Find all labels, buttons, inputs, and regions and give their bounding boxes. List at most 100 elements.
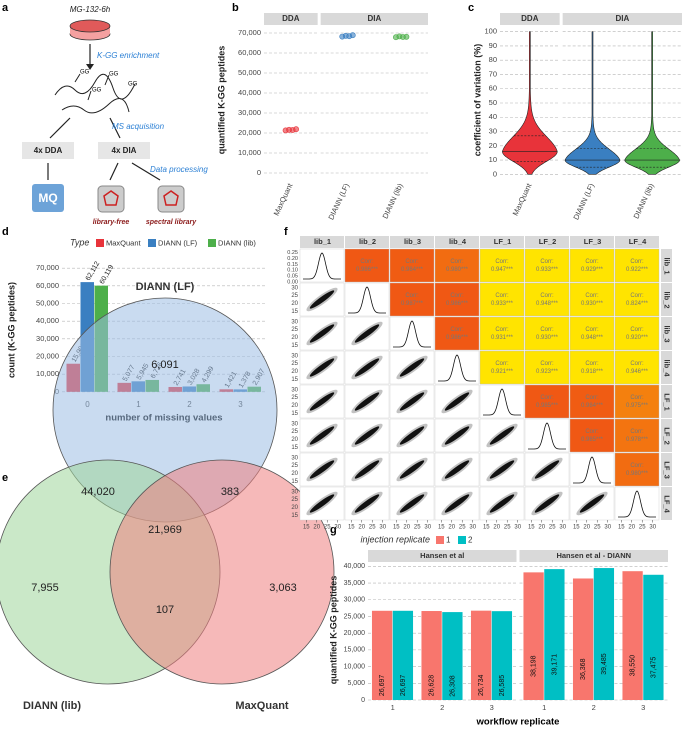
corr-label: 0.978*** [626, 437, 649, 443]
density-curve [528, 422, 566, 450]
y-tick-label: 0.05 [287, 274, 298, 280]
y-tick-label: 25 [291, 293, 298, 299]
x-tick-label: 20 [538, 525, 545, 531]
value-label: 39,171 [551, 654, 558, 676]
panel-label: e [2, 472, 8, 484]
corr-label: 0.930*** [581, 301, 604, 307]
facet-label: DIA [615, 14, 629, 23]
panel-bg [434, 350, 480, 385]
x-tick-label: 20 [493, 525, 500, 531]
x-tick-label: 25 [369, 525, 376, 531]
x-tick-label: 15 [573, 525, 580, 531]
scatter-cloud [489, 426, 515, 445]
scatter-cloud [354, 494, 380, 513]
scatter-cloud [309, 324, 335, 343]
venn-set-label: DIANN (lib) [23, 700, 81, 712]
corr-label: 0.984*** [401, 267, 424, 273]
corr-title: Corr: [585, 259, 599, 265]
legend-label: MaxQuant [106, 238, 142, 247]
y-tick-label: 50,000 [36, 298, 59, 307]
value-label: 26,628 [429, 675, 436, 697]
column-label: LF_3 [584, 237, 602, 246]
scatter-cloud [309, 358, 335, 377]
corr-cell [524, 384, 570, 419]
corr-cell [479, 282, 525, 317]
scatter-cloud [399, 426, 425, 445]
arrow [109, 117, 121, 139]
enrichment-label: K-GG enrichment [97, 51, 160, 60]
y-tick-label: 25 [291, 327, 298, 333]
density-curve [438, 354, 476, 382]
corr-label: 0.987*** [401, 301, 424, 307]
value-label: 26,585 [499, 675, 506, 697]
y-tick-label: 10,000 [238, 148, 261, 157]
y-tick-label: 10,000 [36, 369, 59, 378]
column-label: LF_1 [494, 237, 512, 246]
panel-bg [344, 282, 390, 317]
scatter-cloud [309, 290, 335, 309]
bar [622, 571, 643, 700]
y-tick-label: 25,000 [344, 613, 366, 620]
corr-cell [524, 282, 570, 317]
x-tick-label: 15 [348, 525, 355, 531]
panel-bg [614, 486, 660, 521]
dish-top [69, 19, 111, 33]
x-tick-label: 20 [313, 525, 320, 531]
venn-region-label: 383 [221, 486, 239, 498]
corr-title: Corr: [495, 259, 509, 265]
row-strip [661, 419, 672, 452]
value-label: 26,308 [449, 675, 456, 697]
gg-tag: GG [128, 82, 138, 88]
venn-region-label: 6,091 [151, 359, 179, 371]
corr-label: 0.948*** [536, 301, 559, 307]
y-tick-label: 80 [489, 55, 497, 64]
corr-title: Corr: [540, 361, 554, 367]
panel-label: a [2, 2, 9, 14]
column-label: lib_3 [404, 237, 421, 246]
corr-label: 0.933*** [491, 301, 514, 307]
corr-cell [569, 350, 615, 385]
arrow [49, 117, 71, 139]
corr-label: 0.985*** [536, 403, 559, 409]
y-tick-label: 60 [489, 84, 497, 93]
scatter-cloud [489, 494, 515, 513]
row-strip [661, 351, 672, 384]
density-curve [348, 286, 386, 314]
x-tick-label: 20 [403, 525, 410, 531]
x-tick-label: 30 [604, 525, 611, 531]
venn-region-label: 44,020 [81, 486, 115, 498]
y-tick-label: 20 [291, 301, 298, 307]
x-tick-label: 30 [469, 525, 476, 531]
facet-label: DDA [521, 14, 539, 23]
y-tick-label: 70,000 [238, 28, 261, 37]
panel-label: d [2, 226, 9, 238]
corr-title: Corr: [540, 293, 554, 299]
value-label: 60,119 [99, 264, 116, 286]
facet-label: DDA [282, 14, 300, 23]
corr-cell [614, 248, 660, 283]
value-label: 26,697 [400, 675, 407, 697]
corr-cell [614, 282, 660, 317]
venn-region-label: 21,969 [148, 524, 182, 536]
corr-title: Corr: [405, 259, 419, 265]
bar [470, 610, 492, 700]
facet-strip [500, 13, 560, 25]
dda-box [22, 142, 74, 159]
y-tick-label: 20,000 [238, 128, 261, 137]
corr-title: Corr: [540, 259, 554, 265]
corr-cell [614, 452, 660, 487]
scatter-cloud [489, 460, 515, 479]
x-tick-label: 25 [639, 525, 646, 531]
scatter-cloud [399, 392, 425, 411]
corr-cell [434, 316, 480, 351]
scatter-cloud [309, 392, 335, 411]
row-label: lib_3 [663, 325, 672, 342]
y-tick-label: 70,000 [36, 263, 59, 272]
y-tick-label: 15 [291, 479, 298, 485]
y-tick-label: 0.10 [287, 268, 298, 274]
y-tick-label: 15 [291, 411, 298, 417]
x-tick-label: 15 [303, 525, 310, 531]
y-tick-label: 30 [489, 127, 497, 136]
y-tick-label: 30,000 [238, 108, 261, 117]
